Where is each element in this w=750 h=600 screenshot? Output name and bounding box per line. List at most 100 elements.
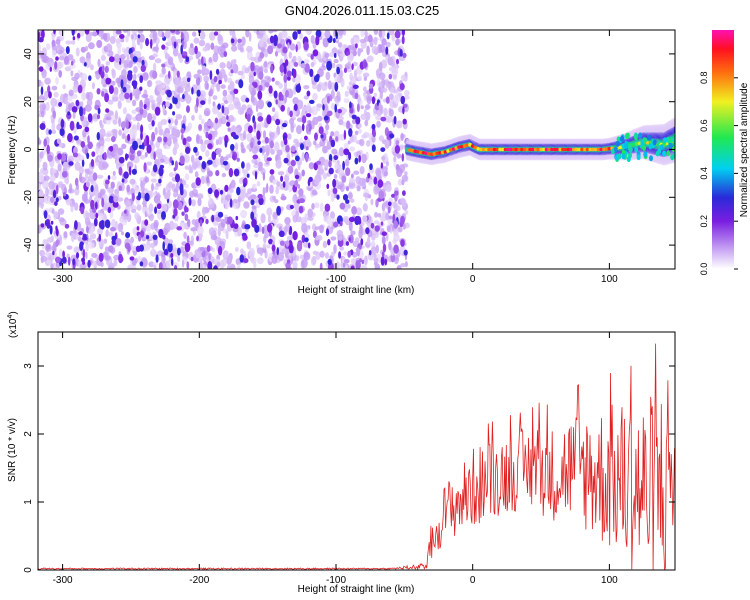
heatmap-cell	[185, 56, 190, 63]
heatmap-cell	[337, 76, 341, 84]
heatmap-cell	[212, 95, 218, 100]
heatmap-cell	[269, 184, 274, 194]
heatmap-cell	[192, 188, 198, 197]
heatmap-cell	[495, 147, 500, 152]
heatmap-cell	[563, 147, 568, 152]
heatmap-cell	[216, 121, 220, 129]
heatmap-cell	[118, 117, 122, 127]
heatmap-cell	[393, 63, 399, 74]
heatmap-cell	[143, 103, 147, 110]
heatmap-cell	[335, 179, 339, 189]
heatmap-cell	[110, 226, 116, 232]
heatmap-cell	[125, 119, 129, 130]
heatmap-cell	[87, 259, 91, 268]
heatmap-cell	[51, 122, 56, 132]
heatmap-cell	[253, 120, 257, 130]
heatmap-cell	[171, 127, 177, 137]
heatmap-cell	[63, 187, 67, 194]
heatmap-cell	[268, 238, 273, 245]
heatmap-cell	[73, 126, 77, 134]
heatmap-cell	[127, 30, 131, 37]
heatmap-cell	[338, 119, 344, 126]
heatmap-cell	[533, 147, 538, 152]
heatmap-cell	[166, 259, 171, 269]
heatmap-cell	[391, 251, 394, 256]
heatmap-cell	[46, 237, 54, 243]
heatmap-cell	[54, 201, 58, 207]
heatmap-cell	[158, 262, 163, 269]
spectrogram-y-axis: -40 -20 0 20 40	[23, 48, 675, 252]
heatmap-cell	[634, 146, 639, 153]
heatmap-cell	[585, 147, 590, 152]
heatmap-cell	[136, 121, 140, 131]
heatmap-cell	[223, 51, 228, 57]
heatmap-cell	[256, 130, 261, 140]
heatmap-cell	[393, 210, 398, 216]
heatmap-cell	[190, 154, 195, 164]
heatmap-cell	[282, 181, 286, 188]
heatmap-cell	[369, 163, 373, 171]
heatmap-cell	[327, 189, 331, 197]
heatmap-cell	[258, 84, 263, 92]
heatmap-cell	[241, 36, 246, 46]
heatmap-cell	[329, 52, 335, 58]
heatmap-cell	[323, 214, 327, 222]
heatmap-cell	[126, 184, 131, 193]
heatmap-cell	[134, 212, 140, 220]
heatmap-cell	[282, 46, 288, 54]
heatmap-cell	[86, 152, 90, 159]
heatmap-cell	[338, 235, 343, 241]
heatmap-cell	[201, 66, 206, 76]
heatmap-cell	[61, 256, 67, 264]
heatmap-cell	[153, 264, 157, 269]
heatmap-cell	[216, 82, 221, 92]
heatmap-cell	[163, 228, 168, 236]
heatmap-cell	[213, 45, 220, 55]
heatmap-cell	[118, 185, 123, 191]
heatmap-cell	[327, 239, 331, 246]
heatmap-cell	[215, 216, 222, 223]
heatmap-cell	[671, 137, 675, 144]
heatmap-cell	[120, 79, 124, 89]
heatmap-cell	[285, 240, 290, 247]
heatmap-cell	[659, 144, 664, 151]
heatmap-cell	[50, 220, 54, 225]
heatmap-cell	[343, 218, 349, 224]
heatmap-cell	[373, 92, 377, 98]
heatmap-cell	[237, 263, 241, 269]
heatmap-cell	[51, 208, 55, 215]
heatmap-cell	[155, 80, 163, 86]
heatmap-cell	[248, 250, 254, 257]
heatmap-cell	[85, 32, 92, 43]
heatmap-cell	[449, 148, 453, 152]
heatmap-cell	[371, 144, 376, 152]
heatmap-cell	[233, 88, 239, 95]
heatmap-cell	[287, 75, 291, 81]
heatmap-cell	[185, 32, 190, 42]
heatmap-cell	[161, 66, 166, 75]
heatmap-cell	[303, 95, 309, 100]
heatmap-cell	[184, 242, 191, 253]
heatmap-cell	[273, 199, 279, 204]
heatmap-cell	[129, 60, 133, 68]
heatmap-cell	[38, 161, 41, 169]
heatmap-cell	[310, 61, 315, 68]
heatmap-cell	[111, 136, 116, 143]
heatmap-cell	[182, 51, 188, 56]
heatmap-cell	[289, 225, 293, 235]
heatmap-cell	[201, 161, 207, 170]
heatmap-cell	[340, 108, 348, 113]
heatmap-cell	[334, 81, 339, 92]
heatmap-cell	[55, 44, 63, 51]
heatmap-cell	[90, 185, 94, 193]
heatmap-cell	[278, 82, 283, 89]
heatmap-cell	[242, 234, 248, 241]
heatmap-cell	[404, 90, 410, 97]
heatmap-cell	[55, 184, 59, 195]
heatmap-cell	[61, 171, 68, 178]
heatmap-cell	[224, 184, 229, 192]
heatmap-cell	[284, 59, 289, 67]
heatmap-cell	[473, 145, 478, 150]
heatmap-cell	[333, 244, 337, 254]
heatmap-cell	[152, 53, 158, 58]
